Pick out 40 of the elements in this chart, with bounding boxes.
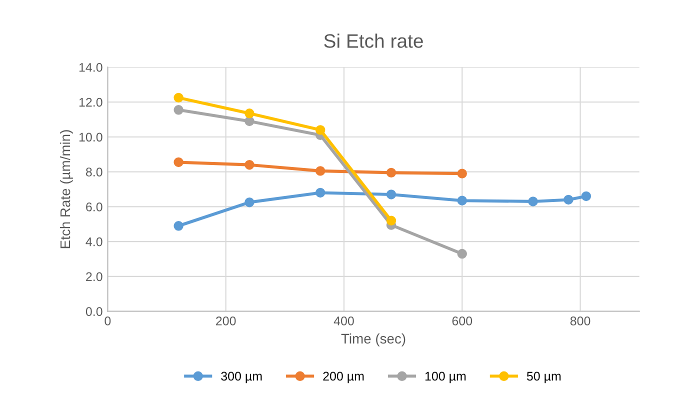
- x-tick-label: 400: [334, 316, 354, 326]
- point: [581, 191, 592, 202]
- y-tick-label: 6.0: [86, 202, 102, 212]
- y-tick-label: 4.0: [86, 237, 102, 246]
- point: [386, 190, 396, 200]
- point: [528, 196, 538, 206]
- point: [315, 125, 326, 135]
- point: [315, 166, 326, 176]
- point: [174, 221, 184, 231]
- y-axis-title: Etch Rate (µm/min): [60, 130, 73, 248]
- x-axis-title: Time (sec): [341, 333, 406, 346]
- point: [457, 168, 467, 178]
- point: [244, 160, 254, 170]
- point: [386, 216, 396, 226]
- x-tick-label: 800: [570, 316, 590, 326]
- y-tick-label: 14.0: [79, 62, 102, 72]
- x-tick-label: 200: [216, 316, 236, 326]
- legend-label: 300 µm: [221, 372, 262, 384]
- point: [386, 168, 396, 178]
- point: [315, 188, 326, 198]
- point: [174, 92, 184, 103]
- legend-label: 50 µm: [526, 372, 561, 384]
- point: [244, 197, 254, 208]
- point: [174, 157, 184, 168]
- y-tick-label: 0.0: [86, 307, 102, 316]
- point: [244, 116, 254, 126]
- point: [244, 108, 254, 118]
- point: [174, 105, 184, 115]
- point: [457, 196, 467, 206]
- point: [457, 248, 467, 259]
- point: [564, 194, 574, 205]
- x-tick-label: 0: [104, 316, 111, 326]
- y-tick-label: 12.0: [79, 98, 102, 107]
- x-tick-label: 600: [452, 316, 472, 326]
- y-tick-label: 2.0: [86, 272, 102, 282]
- y-tick-label: 10.0: [79, 132, 102, 142]
- chart-title: Si Etch rate: [324, 34, 423, 48]
- y-tick-label: 8.0: [86, 168, 102, 176]
- legend-label: 100 µm: [425, 372, 466, 384]
- legend-label: 200 µm: [323, 372, 364, 384]
